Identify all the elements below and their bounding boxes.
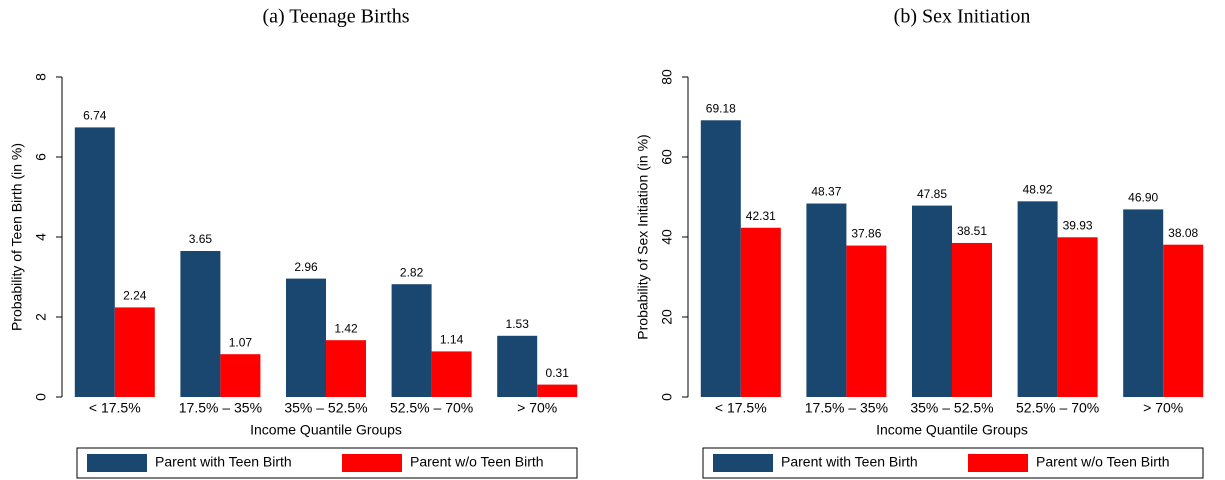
y-tick-label: 80 <box>659 69 675 85</box>
x-tick-label: 17.5% – 35% <box>805 400 888 416</box>
value-label: 0.31 <box>546 366 570 380</box>
value-label: 2.82 <box>400 265 424 279</box>
value-label: 39.93 <box>1063 218 1093 232</box>
legend-box <box>76 447 578 479</box>
value-label: 48.92 <box>1023 182 1053 196</box>
bar <box>497 335 538 397</box>
x-tick-label: 35% – 52.5% <box>910 400 993 416</box>
y-tick-label: 4 <box>33 233 49 241</box>
value-label: 1.14 <box>440 333 464 347</box>
value-label: 47.85 <box>917 187 947 201</box>
x-axis-title: Income Quantile Groups <box>876 422 1028 438</box>
bar <box>74 127 115 398</box>
legend-box <box>702 447 1204 479</box>
x-tick-label: > 70% <box>1143 400 1183 416</box>
value-label: 38.51 <box>957 224 987 238</box>
x-tick-label: 35% – 52.5% <box>284 400 367 416</box>
bar <box>1017 201 1058 397</box>
x-tick-label: < 17.5% <box>89 400 141 416</box>
value-label: 1.53 <box>506 317 530 331</box>
value-label: 1.42 <box>334 321 358 335</box>
legend-label: Parent with Teen Birth <box>155 454 292 470</box>
y-tick-label: 0 <box>659 393 675 401</box>
x-tick-label: 52.5% – 70% <box>1016 400 1099 416</box>
bar <box>326 340 366 397</box>
y-tick-label: 6 <box>33 153 49 161</box>
x-axis-title: Income Quantile Groups <box>250 422 402 438</box>
legend-label: Parent w/o Teen Birth <box>1036 454 1170 470</box>
bar <box>806 203 847 397</box>
value-label: 1.07 <box>229 335 253 349</box>
y-tick-label: 60 <box>659 149 675 165</box>
y-tick-label: 20 <box>659 309 675 325</box>
chart-title: (a) Teenage Births <box>262 6 409 28</box>
bar <box>114 307 155 397</box>
y-axis-title: Probability of Teen Birth (in %) <box>9 143 25 331</box>
legend-swatch <box>342 454 402 472</box>
legend-swatch <box>713 454 773 472</box>
value-label: 2.24 <box>123 289 147 303</box>
y-tick-label: 8 <box>33 73 49 81</box>
legend-swatch <box>87 454 147 472</box>
value-label: 69.18 <box>706 101 736 115</box>
value-label: 38.08 <box>1168 226 1198 240</box>
bar <box>1123 209 1164 397</box>
value-label: 42.31 <box>746 209 776 223</box>
y-axis-title: Probability of Sex Initiation (in %) <box>635 134 651 339</box>
bar <box>391 284 432 397</box>
bar <box>700 120 741 397</box>
bar <box>912 205 952 397</box>
x-tick-label: 52.5% – 70% <box>390 400 473 416</box>
legend-label: Parent with Teen Birth <box>781 454 918 470</box>
bar <box>846 245 887 397</box>
bar <box>1057 237 1098 397</box>
legend-label: Parent w/o Teen Birth <box>410 454 544 470</box>
x-tick-label: < 17.5% <box>715 400 767 416</box>
value-label: 6.74 <box>83 109 107 123</box>
bar <box>180 251 221 397</box>
value-label: 48.37 <box>811 185 841 199</box>
bar <box>431 351 472 397</box>
value-label: 37.86 <box>851 227 881 241</box>
x-tick-label: > 70% <box>517 400 557 416</box>
x-tick-label: 17.5% – 35% <box>179 400 262 416</box>
legend-swatch <box>968 454 1028 472</box>
bar <box>220 354 261 397</box>
chart-title: (b) Sex Initiation <box>894 6 1031 28</box>
y-tick-label: 40 <box>659 229 675 245</box>
value-label: 3.65 <box>189 232 213 246</box>
bar <box>952 242 992 397</box>
y-tick-label: 2 <box>33 313 49 321</box>
value-label: 2.96 <box>294 260 318 274</box>
bar <box>537 384 578 397</box>
bar <box>740 227 781 397</box>
bar <box>1163 244 1204 397</box>
bar <box>286 278 326 397</box>
y-tick-label: 0 <box>33 393 49 401</box>
value-label: 46.90 <box>1128 191 1158 205</box>
